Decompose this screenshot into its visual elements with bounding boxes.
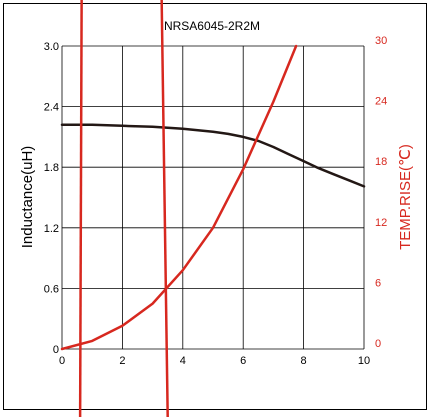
y2-tick-label: 24 bbox=[375, 96, 387, 108]
x-tick-label: 4 bbox=[180, 355, 186, 367]
y-tick-label: 1.2 bbox=[44, 223, 59, 235]
x-tick-label: 8 bbox=[301, 355, 307, 367]
x-tick-label: 6 bbox=[240, 355, 246, 367]
y2-tick-label: 12 bbox=[375, 217, 387, 229]
y-tick-label: 0 bbox=[53, 344, 59, 356]
x-tick-label: 2 bbox=[119, 355, 125, 367]
y2-axis-label: TEMP.RISE(℃) bbox=[397, 144, 414, 250]
x-tick-label: 0 bbox=[59, 355, 65, 367]
y2-tick-label: 0 bbox=[375, 338, 381, 350]
y2-tick-label: 30 bbox=[375, 35, 387, 47]
y-axis-label: Inductance(uH) bbox=[19, 146, 36, 249]
chart-frame bbox=[3, 3, 427, 410]
y-tick-label: 0.6 bbox=[44, 283, 59, 295]
y-tick-label: 2.4 bbox=[44, 102, 59, 114]
marker-line bbox=[78, 0, 83, 417]
inductance-line bbox=[60, 123, 366, 188]
x-tick-label: 10 bbox=[358, 355, 370, 367]
y2-tick-label: 18 bbox=[375, 156, 387, 168]
y-tick-label: 3.0 bbox=[44, 41, 59, 53]
marker-line bbox=[160, 0, 169, 417]
y-tick-label: 1.8 bbox=[44, 162, 59, 174]
series-layer bbox=[60, 44, 366, 351]
chart-title: NRSA6045-2R2M bbox=[164, 19, 260, 33]
marker-layer bbox=[78, 0, 169, 417]
temp-rise-line bbox=[60, 44, 298, 351]
y2-tick-label: 6 bbox=[375, 277, 381, 289]
